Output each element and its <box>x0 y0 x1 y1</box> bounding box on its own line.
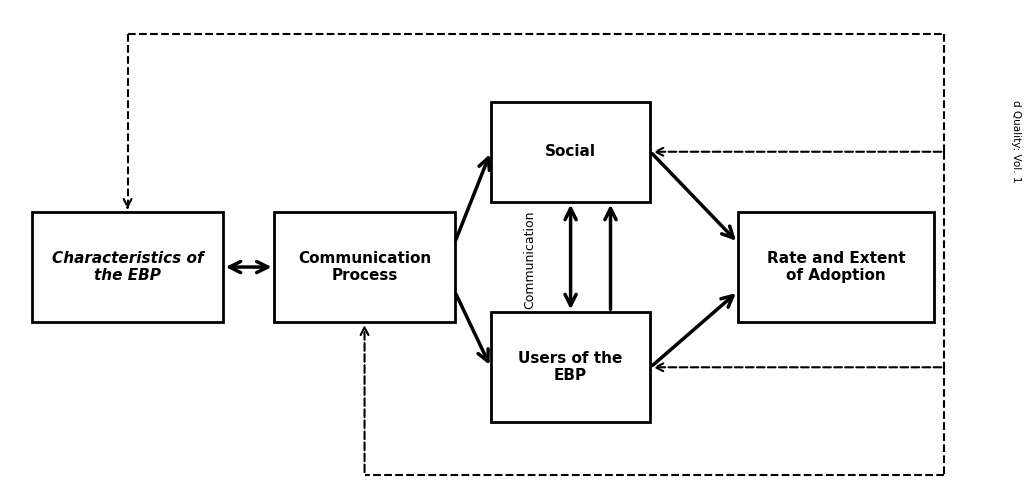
FancyBboxPatch shape <box>491 102 651 202</box>
Text: Users of the
EBP: Users of the EBP <box>519 351 623 384</box>
FancyBboxPatch shape <box>491 312 651 422</box>
FancyBboxPatch shape <box>738 212 934 322</box>
Text: Communication: Communication <box>523 210 536 309</box>
Text: d Quality: Vol. 1: d Quality: Vol. 1 <box>1011 100 1022 183</box>
Text: Communication
Process: Communication Process <box>298 251 431 283</box>
FancyBboxPatch shape <box>275 212 455 322</box>
Text: Rate and Extent
of Adoption: Rate and Extent of Adoption <box>766 251 905 283</box>
Text: Social: Social <box>545 144 596 159</box>
Text: Characteristics of
the EBP: Characteristics of the EBP <box>52 251 204 283</box>
FancyBboxPatch shape <box>32 212 223 322</box>
